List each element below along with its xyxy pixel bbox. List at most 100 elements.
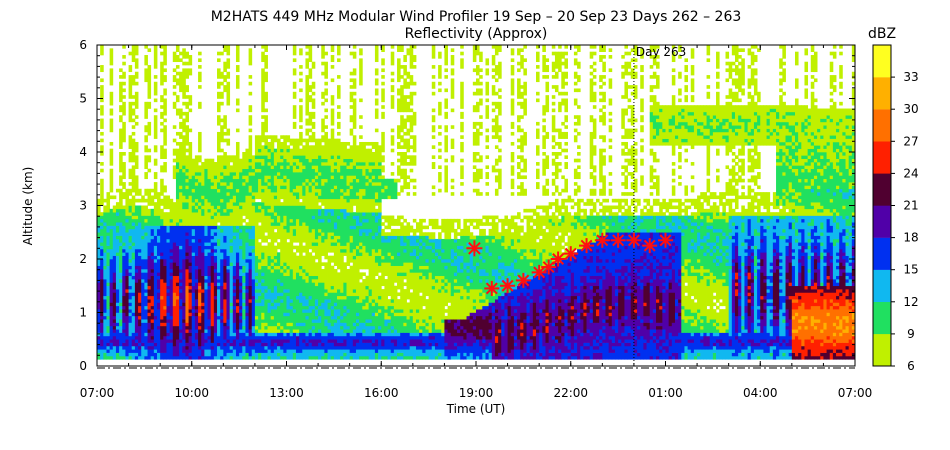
reflectivity-cell [286, 329, 291, 333]
reflectivity-cell [412, 192, 417, 196]
reflectivity-cell [175, 45, 180, 52]
reflectivity-cell [577, 115, 581, 126]
reflectivity-cell [131, 312, 136, 317]
reflectivity-cell [273, 302, 278, 310]
reflectivity-cell [374, 252, 379, 256]
reflectivity-cell [144, 292, 148, 297]
reflectivity-cell [397, 58, 401, 83]
reflectivity-cell [637, 275, 641, 280]
reflectivity-cell [207, 225, 212, 243]
reflectivity-cell [207, 325, 212, 330]
reflectivity-cell [570, 319, 575, 337]
reflectivity-cell [539, 238, 543, 253]
reflectivity-cell [434, 279, 439, 283]
reflectivity-cell [115, 339, 120, 347]
reflectivity-cell [596, 305, 600, 310]
reflectivity-cell [662, 105, 666, 129]
reflectivity-cell [532, 228, 537, 250]
reflectivity-cell [321, 262, 325, 266]
reflectivity-cell [223, 152, 227, 166]
reflectivity-cell [292, 329, 297, 333]
reflectivity-cell [267, 335, 272, 350]
reflectivity-cell [633, 282, 638, 287]
reflectivity-cell [251, 238, 256, 246]
reflectivity-cell [438, 172, 442, 183]
reflectivity-cell [592, 51, 597, 56]
reflectivity-cell [242, 339, 246, 347]
reflectivity-cell [491, 312, 496, 317]
reflectivity-cell [510, 232, 515, 240]
reflectivity-cell [479, 51, 483, 63]
reflectivity-cell [115, 289, 120, 303]
reflectivity-cell [119, 115, 123, 123]
reflectivity-cell [160, 61, 164, 86]
reflectivity-cell [346, 312, 351, 327]
reflectivity-cell [539, 215, 543, 236]
reflectivity-cell [365, 342, 370, 350]
reflectivity-cell [712, 332, 717, 337]
reflectivity-cell [305, 309, 310, 313]
reflectivity-cell [131, 332, 136, 340]
reflectivity-cell [362, 309, 366, 323]
reflectivity-cell [210, 225, 215, 230]
reflectivity-cell [125, 355, 129, 360]
reflectivity-cell [709, 192, 714, 200]
reflectivity-cell [674, 319, 679, 337]
reflectivity-cell [589, 285, 594, 290]
reflectivity-cell [355, 182, 360, 193]
reflectivity-cell [656, 75, 660, 89]
reflectivity-cell [217, 315, 221, 320]
reflectivity-cell [479, 68, 483, 73]
reflectivity-cell [119, 355, 123, 360]
reflectivity-cell [245, 352, 249, 360]
reflectivity-cell [318, 282, 322, 307]
reflectivity-cell [138, 319, 142, 327]
reflectivity-cell [703, 275, 707, 317]
reflectivity-cell [697, 282, 701, 310]
reflectivity-cell [438, 275, 442, 290]
reflectivity-cell [583, 218, 587, 223]
reflectivity-cell [144, 188, 148, 196]
reflectivity-cell [400, 145, 404, 149]
reflectivity-cell [596, 215, 600, 226]
reflectivity-cell [359, 228, 363, 236]
reflectivity-cell [466, 245, 471, 263]
reflectivity-cell [311, 255, 316, 277]
reflectivity-cell [286, 289, 291, 293]
reflectivity-cell [175, 225, 180, 246]
reflectivity-cell [175, 265, 180, 277]
reflectivity-cell [659, 335, 663, 340]
reflectivity-cell [166, 285, 171, 290]
reflectivity-cell [242, 305, 246, 310]
reflectivity-cell [513, 342, 518, 347]
reflectivity-cell [324, 162, 328, 166]
reflectivity-cell [425, 225, 430, 230]
reflectivity-cell [665, 275, 670, 290]
reflectivity-cell [352, 91, 357, 96]
reflectivity-cell [614, 272, 619, 287]
reflectivity-cell [513, 248, 518, 260]
reflectivity-cell [690, 319, 695, 323]
reflectivity-cell [460, 295, 464, 300]
reflectivity-cell [671, 335, 676, 353]
reflectivity-cell [706, 238, 711, 243]
reflectivity-cell [599, 148, 603, 183]
reflectivity-cell [109, 168, 114, 193]
reflectivity-cell [355, 225, 360, 246]
reflectivity-cell [438, 51, 442, 59]
reflectivity-cell [425, 329, 430, 333]
reflectivity-cell [573, 128, 578, 133]
reflectivity-cell [659, 228, 663, 233]
reflectivity-cell [365, 182, 370, 186]
reflectivity-cell [397, 252, 401, 256]
reflectivity-cell [419, 218, 423, 236]
reflectivity-cell [201, 309, 205, 313]
reflectivity-cell [494, 312, 499, 317]
reflectivity-cell [251, 175, 256, 193]
reflectivity-cell [182, 339, 186, 347]
reflectivity-cell [217, 238, 221, 246]
reflectivity-cell [498, 262, 502, 270]
reflectivity-cell [529, 352, 534, 357]
reflectivity-cell [229, 172, 234, 183]
reflectivity-cell [232, 175, 237, 180]
